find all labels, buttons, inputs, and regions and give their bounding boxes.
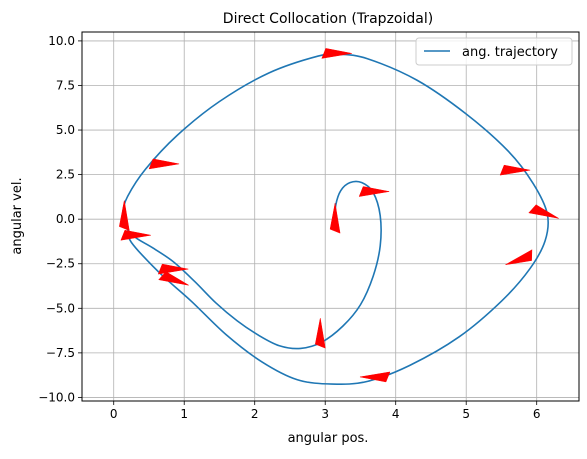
- y-tick-label: −5.0: [46, 301, 75, 315]
- y-tick-label: −2.5: [46, 257, 75, 271]
- arrow-marker: [505, 249, 533, 265]
- y-axis-label: angular vel.: [10, 177, 25, 254]
- x-axis-label: angular pos.: [288, 431, 369, 446]
- x-tick-label: 1: [180, 407, 188, 421]
- grid: [82, 32, 579, 401]
- arrow-marker: [148, 158, 180, 170]
- y-tick-label: 7.5: [56, 78, 75, 92]
- y-tick-label: 0.0: [56, 212, 75, 226]
- x-tick-label: 0: [110, 407, 118, 421]
- trajectory-line: [121, 53, 550, 386]
- arrow-marker: [119, 200, 130, 231]
- x-tick-label: 5: [462, 407, 470, 421]
- series-layer: [121, 53, 550, 386]
- y-axis: −10.0 −7.5 −5.0 −2.5 0.0 2.5 5.0 7.5 10.0: [38, 34, 82, 404]
- arrow-marker: [499, 164, 531, 176]
- legend-box: [415, 37, 573, 66]
- x-axis: 0 1 2 3 4 5 6: [110, 401, 541, 421]
- x-tick-label: 2: [251, 407, 259, 421]
- x-tick-label: 6: [533, 407, 541, 421]
- arrow-marker: [120, 229, 151, 241]
- legend: ang. trajectory: [415, 37, 573, 66]
- arrow-marker: [321, 48, 352, 59]
- arrow-marker: [157, 263, 189, 275]
- axes-frame: [81, 31, 580, 402]
- y-tick-label: 5.0: [56, 123, 75, 137]
- arrow-marker: [314, 318, 326, 349]
- x-tick-label: 3: [321, 407, 329, 421]
- arrow-marker: [359, 371, 391, 383]
- y-tick-label: −7.5: [46, 346, 75, 360]
- legend-label: ang. trajectory: [462, 45, 558, 60]
- x-tick-label: 4: [392, 407, 400, 421]
- arrow-marker: [158, 271, 189, 286]
- y-tick-label: 2.5: [56, 168, 75, 182]
- chart-title: Direct Collocation (Trapzoidal): [223, 11, 433, 27]
- arrow-markers: [119, 48, 559, 383]
- arrow-marker: [528, 204, 559, 219]
- arrow-marker: [358, 186, 390, 197]
- y-tick-label: 10.0: [48, 34, 75, 48]
- y-tick-label: −10.0: [38, 390, 75, 404]
- arrow-marker: [329, 203, 341, 234]
